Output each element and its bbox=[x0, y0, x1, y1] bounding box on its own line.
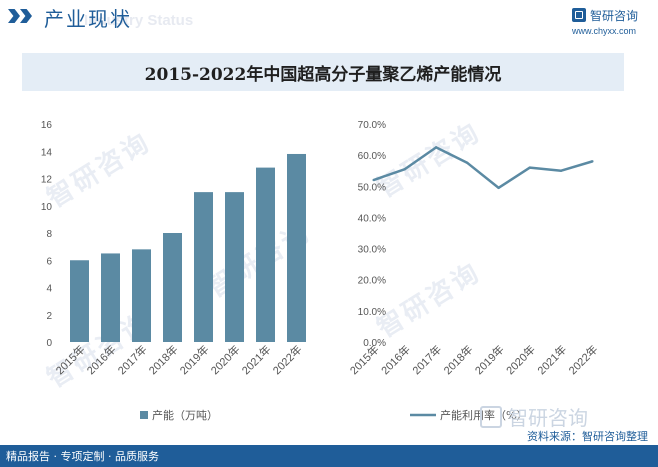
source-note: 资料来源：智研咨询整理 bbox=[527, 430, 648, 443]
page-title: 产业现状 bbox=[44, 7, 132, 31]
data-point bbox=[559, 169, 563, 172]
bar bbox=[225, 192, 244, 342]
watermark-logo-icon bbox=[480, 405, 502, 428]
x-tick-label: 2018年 bbox=[441, 342, 476, 377]
page-header: Industry Status 产业现状 智研咨询 www.chyxx.com bbox=[0, 0, 658, 44]
chart-title-band: 2015-2022年中国超高分子量聚乙烯产能情况 bbox=[22, 53, 624, 91]
x-tick-label: 2021年 bbox=[534, 342, 569, 377]
y-tick-label: 70.0% bbox=[358, 120, 386, 131]
y-tick-label: 8 bbox=[46, 229, 52, 240]
bar bbox=[132, 249, 151, 342]
watermark-brand: 智研咨询 bbox=[480, 402, 588, 431]
x-tick-label: 2021年 bbox=[239, 342, 274, 377]
x-tick-label: 2017年 bbox=[115, 342, 150, 377]
watermark-brand-text: 智研咨询 bbox=[508, 406, 588, 430]
legend-swatch bbox=[140, 411, 148, 419]
data-point bbox=[403, 167, 407, 171]
x-tick-label: 2022年 bbox=[270, 342, 305, 377]
data-point bbox=[528, 166, 532, 169]
x-tick-label: 2020年 bbox=[208, 342, 243, 377]
x-tick-label: 2016年 bbox=[84, 342, 119, 377]
double-chevron-icon bbox=[8, 9, 38, 23]
y-tick-label: 0.0% bbox=[363, 338, 386, 349]
x-tick-label: 2020年 bbox=[503, 342, 538, 377]
series-line bbox=[373, 146, 593, 190]
data-point bbox=[591, 160, 594, 163]
bar bbox=[70, 260, 89, 342]
y-tick-label: 14 bbox=[41, 147, 53, 158]
y-tick-label: 10 bbox=[41, 202, 53, 213]
y-tick-label: 30.0% bbox=[358, 245, 386, 256]
x-tick-label: 2017年 bbox=[409, 342, 444, 377]
brand: 智研咨询 bbox=[571, 5, 638, 25]
footer-tagline: 精品报告 · 专项定制 · 品质服务 bbox=[6, 450, 159, 463]
brand-name: 智研咨询 bbox=[589, 8, 638, 23]
y-tick-label: 40.0% bbox=[358, 213, 386, 224]
x-tick-label: 2022年 bbox=[566, 342, 601, 377]
legend-label: 产能（万吨） bbox=[152, 408, 218, 422]
bar bbox=[163, 233, 182, 342]
bar bbox=[256, 167, 275, 342]
chart-title: 2015-2022年中国超高分子量聚乙烯产能情况 bbox=[144, 64, 502, 85]
y-tick-label: 0 bbox=[46, 338, 52, 349]
bar bbox=[287, 153, 306, 342]
data-point bbox=[466, 161, 469, 165]
x-tick-label: 2015年 bbox=[53, 342, 88, 377]
legend-label: 产能利用率（%） bbox=[440, 408, 527, 422]
data-point bbox=[372, 178, 375, 182]
y-tick-label: 2 bbox=[46, 311, 52, 322]
x-tick-label: 2019年 bbox=[177, 342, 212, 377]
brand-logo-icon bbox=[571, 8, 586, 22]
bar-chart: 02468101214162015年2016年2017年2018年2019年20… bbox=[41, 120, 306, 422]
bar bbox=[194, 192, 213, 342]
y-tick-label: 6 bbox=[46, 256, 52, 267]
x-tick-label: 2018年 bbox=[146, 342, 181, 377]
data-point bbox=[434, 146, 438, 149]
y-tick-label: 20.0% bbox=[358, 276, 386, 287]
bar bbox=[101, 253, 120, 342]
line-chart: 0.0% 10.0% 20.0% 30.0% 40.0% 50.0% 60.0% 70.0% 2… bbox=[347, 120, 601, 422]
y-tick-label: 12 bbox=[41, 175, 53, 186]
y-tick-label: 16 bbox=[41, 120, 53, 131]
y-tick-label: 10.0% bbox=[358, 307, 386, 318]
y-tick-label: 4 bbox=[46, 284, 52, 295]
x-tick-label: 2019年 bbox=[472, 342, 507, 377]
y-tick-label: 60.0% bbox=[358, 151, 386, 162]
header-ghost-text: Industry Status bbox=[84, 12, 194, 29]
y-tick-label: 50.0% bbox=[358, 182, 386, 193]
data-point bbox=[497, 186, 500, 190]
site-url: www.chyxx.com bbox=[571, 26, 636, 36]
footer-bar: 精品报告 · 专项定制 · 品质服务 bbox=[0, 445, 658, 467]
